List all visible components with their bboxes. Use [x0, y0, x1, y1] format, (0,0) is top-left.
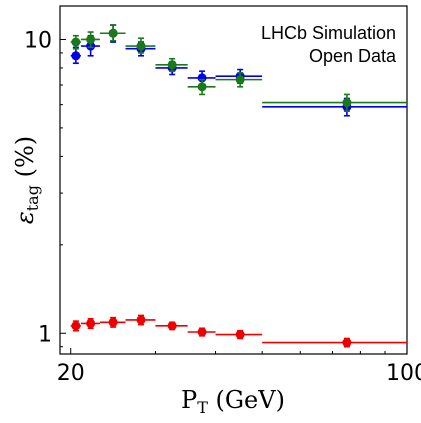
data-point [108, 28, 118, 38]
plot-frame [59, 5, 408, 355]
data-point [197, 327, 207, 337]
data-point [86, 34, 96, 44]
data-point [136, 315, 146, 325]
data-point [71, 321, 81, 331]
x-tick-label: 100 [386, 361, 421, 386]
data-point [71, 51, 81, 61]
y-tick-label: 10 [24, 28, 52, 53]
x-axis-label: PT (GeV) [181, 386, 285, 417]
data-point [342, 98, 352, 108]
y-tick-label: 1 [38, 322, 52, 347]
data-point [167, 60, 177, 70]
series-2 [70, 314, 407, 348]
y-axis-label: εtag (%) [11, 136, 42, 224]
axis-layer: 20 100 1 10 [24, 28, 421, 386]
annotation-line-2: Open Data [309, 46, 397, 66]
data-point [108, 317, 118, 327]
data-point [167, 321, 177, 331]
x-tick-label: 20 [57, 361, 85, 386]
series-1 [70, 24, 407, 112]
data-point [197, 82, 207, 92]
data-point [235, 75, 245, 85]
data-point [342, 338, 352, 348]
data-point [86, 318, 96, 328]
annotation-line-1: LHCb Simulation [261, 23, 396, 43]
data-point [71, 37, 81, 47]
data-point [136, 41, 146, 51]
data-layer [70, 24, 407, 348]
data-point [235, 330, 245, 340]
